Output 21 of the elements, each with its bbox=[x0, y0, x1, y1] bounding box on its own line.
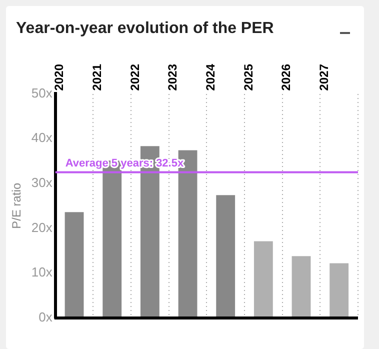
bar bbox=[254, 241, 273, 318]
y-tick-label: 30x bbox=[31, 174, 53, 190]
x-tick-label: 2021 bbox=[90, 64, 104, 91]
bar bbox=[64, 212, 84, 318]
x-tick-label: 2023 bbox=[166, 64, 180, 91]
y-axis-title: P/E ratio bbox=[10, 182, 24, 229]
y-tick-label: 40x bbox=[31, 130, 53, 146]
x-tick-label: 2020 bbox=[52, 64, 66, 91]
y-tick-label: 50x bbox=[31, 85, 53, 100]
y-tick-label: 10x bbox=[31, 264, 53, 280]
x-tick-label: 2022 bbox=[128, 64, 142, 91]
x-tick-label: 2026 bbox=[279, 64, 294, 91]
x-tick-label: 2027 bbox=[316, 64, 331, 91]
bar bbox=[292, 256, 311, 318]
x-tick-label: 2025 bbox=[241, 64, 256, 91]
chart-title: Year-on-year evolution of the PER bbox=[16, 20, 274, 38]
y-tick-label: 0x bbox=[38, 310, 53, 325]
x-tick-label: 2024 bbox=[204, 64, 218, 91]
bar bbox=[216, 195, 236, 318]
bar bbox=[330, 263, 349, 318]
y-tick-label: 20x bbox=[31, 220, 53, 235]
